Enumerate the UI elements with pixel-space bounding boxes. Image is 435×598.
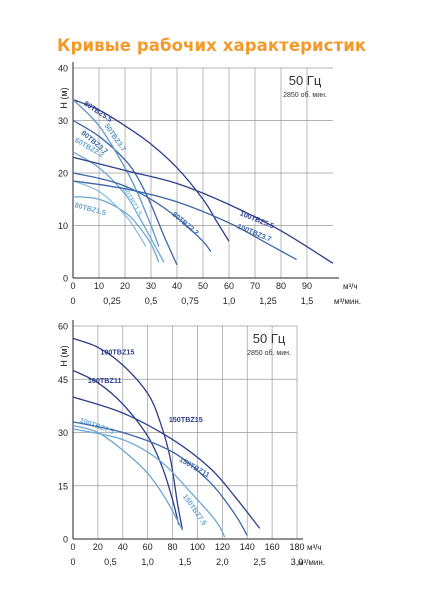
x-axis-label: м³/ч: [343, 282, 358, 291]
series-line: [72, 421, 248, 536]
y-tick-label: 0: [63, 274, 68, 284]
speed-label: 2850 об. мин.: [247, 349, 291, 357]
x-tick-label: 120: [215, 542, 230, 552]
x-tick-label: 50: [198, 281, 208, 291]
x2-tick-label: 0,75: [181, 296, 199, 306]
x-tick-label: 100: [190, 542, 205, 552]
x2-tick-label: 1,5: [301, 296, 314, 306]
x2-tick-label: 0,5: [104, 557, 117, 567]
series-line: [72, 172, 212, 253]
y-axis-label: H (м): [59, 87, 69, 108]
y-tick-label: 20: [58, 169, 68, 179]
series-line: [72, 99, 160, 247]
x-tick-label: 70: [250, 281, 260, 291]
y-tick-label: 45: [58, 375, 68, 385]
y-tick-label: 60: [58, 322, 68, 332]
frequency-label: 50 Гц: [289, 73, 322, 88]
series-line: [72, 119, 178, 266]
y-tick-label: 0: [63, 535, 68, 545]
x-tick-label: 0: [70, 281, 75, 291]
series-line: [72, 151, 165, 263]
series-line: [72, 424, 184, 531]
x-tick-label: 160: [265, 542, 280, 552]
x-tick-label: 90: [302, 281, 312, 291]
series-line: [72, 180, 297, 261]
series-label: 100TBZ15: [100, 347, 134, 356]
x2-axis-label: м³/мин.: [298, 558, 325, 567]
series-line: [72, 156, 334, 264]
x-tick-label: 60: [224, 281, 234, 291]
x-tick-label: 140: [240, 542, 255, 552]
series-line: [72, 98, 230, 242]
x2-axis-label: м³/мин.: [334, 297, 361, 306]
series-line: [72, 180, 147, 247]
series-line: [72, 195, 160, 263]
x2-tick-label: 0: [70, 296, 75, 306]
y-tick-label: 15: [58, 481, 68, 491]
x2-tick-label: 2,0: [216, 557, 229, 567]
y-tick-label: 30: [58, 428, 68, 438]
x2-tick-label: 1,25: [259, 296, 277, 306]
x-tick-label: 20: [120, 281, 130, 291]
y-tick-label: 10: [58, 221, 68, 231]
series-line: [72, 396, 261, 529]
y-axis-label: H (м): [59, 345, 69, 366]
series-line: [72, 337, 184, 531]
series-label: 100TBZ11: [88, 376, 122, 385]
series-line: [72, 428, 226, 538]
x-tick-label: 60: [143, 542, 153, 552]
y-tick-label: 30: [58, 116, 68, 126]
x-axis-label: м³/ч: [307, 543, 322, 552]
y-tick-label: 40: [58, 64, 68, 74]
x2-tick-label: 0,5: [145, 296, 158, 306]
x-tick-label: 10: [94, 281, 104, 291]
x2-tick-label: 1,0: [223, 296, 236, 306]
series-line: [72, 369, 180, 525]
x-tick-label: 40: [118, 542, 128, 552]
x2-tick-label: 3,0: [291, 557, 304, 567]
series-label: 150TBZ15: [169, 415, 203, 424]
x-tick-label: 30: [146, 281, 156, 291]
x2-tick-label: 1,5: [179, 557, 192, 567]
x-tick-label: 40: [172, 281, 182, 291]
speed-label: 2850 об. мин.: [283, 91, 327, 99]
x2-tick-label: 0,25: [103, 296, 121, 306]
frequency-label: 50 Гц: [253, 331, 286, 346]
x2-tick-label: 2,5: [253, 557, 266, 567]
pump-curve-chart-1: 0 10 20 30 40 H (м) 0 10 20 30 40 50 60 70 80 90 м³/ч 0 0,…: [58, 62, 361, 306]
x2-tick-label: 1,0: [141, 557, 154, 567]
series-label: 150TBZ11: [178, 455, 212, 480]
x-tick-label: 80: [276, 281, 286, 291]
x2-tick-label: 0: [70, 557, 75, 567]
x-tick-label: 180: [289, 542, 304, 552]
x-tick-label: 80: [168, 542, 178, 552]
x-tick-label: 20: [93, 542, 103, 552]
page-title: Кривые рабочих характеристик: [57, 36, 367, 55]
x-tick-label: 0: [70, 542, 75, 552]
